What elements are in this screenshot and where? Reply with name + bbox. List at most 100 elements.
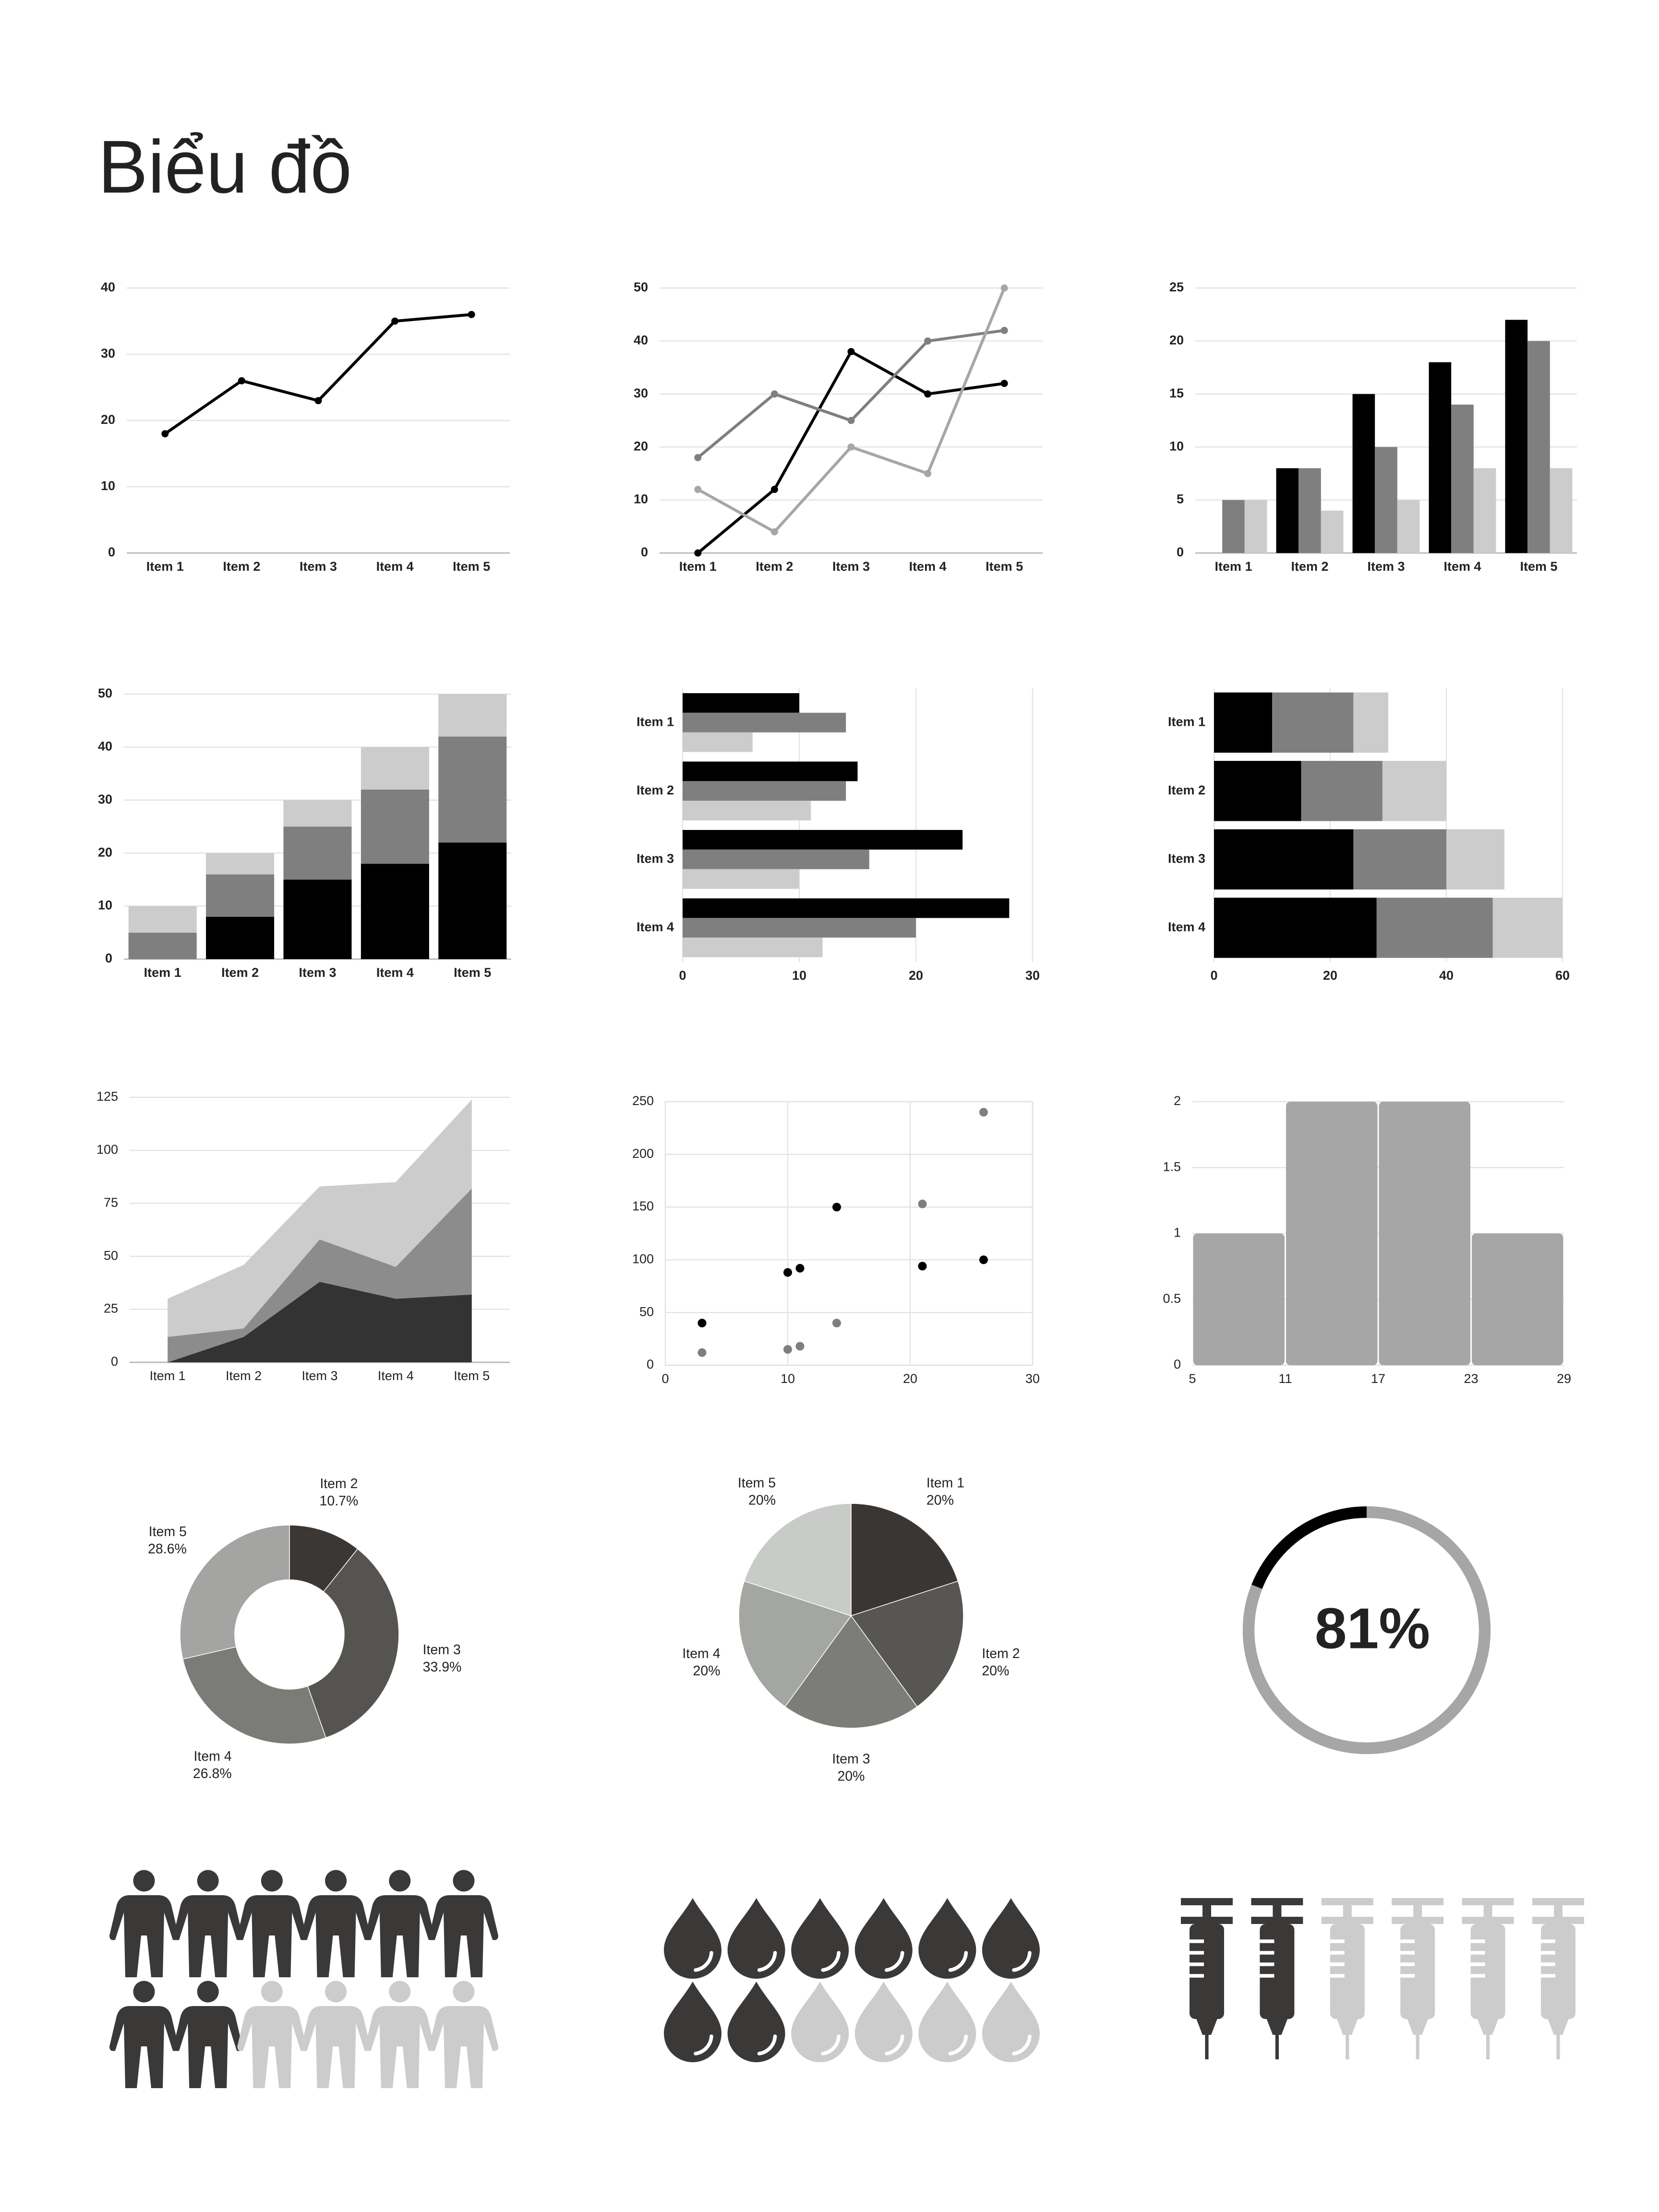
icon-highlight	[948, 1951, 968, 1972]
icon-flange	[1462, 1917, 1514, 1924]
icon-plunger-rod	[1273, 1905, 1282, 1918]
scatter-point	[783, 1268, 792, 1277]
bar	[1473, 468, 1496, 553]
icon-highlight	[821, 2034, 841, 2056]
line-point	[1000, 326, 1008, 334]
x-tick-label: 60	[1555, 968, 1570, 983]
icon-head	[197, 1981, 219, 2003]
icon-needle	[1416, 2033, 1419, 2059]
icon-body	[237, 2006, 307, 2088]
y-tick-label: Item 4	[1168, 920, 1205, 934]
icon-tip	[1476, 2016, 1500, 2035]
line-point	[924, 337, 932, 345]
slice-label: Item 2	[320, 1476, 358, 1491]
line-point	[314, 397, 322, 405]
bar	[283, 879, 352, 959]
icon-barrel	[1470, 1924, 1505, 2019]
pictograph-icon	[365, 1870, 434, 1977]
line-point	[770, 390, 778, 398]
x-tick-label: Item 2	[1291, 559, 1328, 574]
x-tick-label: Item 2	[223, 559, 260, 574]
slice-label: Item 5	[738, 1475, 776, 1491]
y-tick-label: Item 2	[637, 783, 674, 797]
y-tick-label: 0.5	[1163, 1291, 1181, 1306]
pictograph-icon	[173, 1870, 243, 1977]
line-series	[697, 349, 1005, 554]
slice-value-label: 20%	[693, 1663, 721, 1679]
x-tick-label: Item 3	[832, 559, 870, 574]
bar	[206, 853, 275, 875]
bar	[1352, 394, 1375, 553]
plot-frame	[664, 1101, 1034, 1366]
x-tick-label: Item 1	[146, 559, 184, 574]
slice-value-label: 20%	[748, 1492, 776, 1508]
slice-label: Item 5	[149, 1524, 187, 1539]
icon-drop	[982, 1898, 1040, 1979]
y-tick-label: 0	[105, 951, 112, 965]
bar	[1451, 404, 1474, 553]
icon-highlight	[948, 2034, 968, 2056]
x-tick-label: Item 5	[986, 559, 1023, 574]
x-tick-label: 29	[1557, 1371, 1571, 1386]
bar	[438, 842, 507, 959]
x-tick-label: 11	[1278, 1371, 1292, 1386]
line-point	[161, 430, 169, 438]
bar	[683, 693, 799, 713]
pie-slice	[850, 1580, 964, 1707]
page-title: Biểu đồ	[98, 125, 352, 209]
bar	[1244, 500, 1267, 553]
y-tick-label: 20	[101, 412, 115, 427]
x-tick-label: 0	[661, 1371, 669, 1386]
pictograph-icon	[727, 1982, 785, 2062]
slice-value-label: 28.6%	[148, 1541, 187, 1557]
icon-drop	[664, 1898, 721, 1979]
bar	[1272, 692, 1354, 753]
icon-head	[389, 1981, 411, 2003]
icon-plunger-top	[1321, 1898, 1373, 1905]
area-series	[168, 1282, 472, 1362]
y-tick-label: 0	[1174, 1357, 1181, 1371]
x-tick-label: Item 4	[378, 1369, 414, 1383]
y-tick-label: 40	[634, 333, 648, 348]
scatter-point	[697, 1348, 707, 1357]
x-tick-label: 0	[1210, 968, 1217, 983]
icon-plunger-top	[1462, 1898, 1514, 1905]
x-tick-label: 20	[909, 968, 923, 983]
icon-plunger-rod	[1202, 1905, 1211, 1918]
line-point	[391, 317, 399, 325]
icon-needle	[1346, 2033, 1349, 2059]
icon-highlight	[885, 1951, 904, 1972]
icon-highlight	[694, 2034, 713, 2056]
icon-highlight	[757, 1951, 777, 1972]
x-tick-label: 23	[1464, 1371, 1478, 1386]
x-tick-label: 20	[903, 1371, 917, 1386]
scatter-point	[795, 1263, 805, 1273]
line-point	[847, 417, 855, 424]
pictograph-icon	[982, 1982, 1040, 2062]
bar	[1276, 468, 1299, 553]
slice-value-label: 10.7%	[320, 1493, 359, 1509]
icon-plunger-rod	[1413, 1905, 1422, 1918]
slice-label: Item 4	[193, 1749, 231, 1764]
icon-flange	[1392, 1917, 1444, 1924]
icon-plunger-rod	[1483, 1905, 1492, 1918]
icon-body	[109, 1895, 179, 1977]
bar	[361, 747, 429, 790]
pictograph-icon	[1392, 1898, 1444, 2059]
icon-tip	[1195, 2016, 1218, 2035]
icon-head	[261, 1870, 283, 1892]
y-tick-label: 30	[634, 386, 648, 400]
line-point	[847, 443, 855, 451]
x-tick-label: Item 3	[1367, 559, 1405, 574]
histogram-bar	[1193, 1233, 1285, 1365]
slice-label: Item 2	[982, 1646, 1020, 1661]
icon-barrel	[1190, 1924, 1224, 2019]
y-tick-label: 150	[632, 1199, 654, 1214]
icon-plunger-top	[1532, 1898, 1584, 1905]
bar	[683, 938, 823, 958]
pictograph-icon	[727, 1898, 785, 1979]
icon-head	[133, 1981, 155, 2003]
icon-body	[173, 1895, 243, 1977]
bar	[683, 830, 963, 850]
